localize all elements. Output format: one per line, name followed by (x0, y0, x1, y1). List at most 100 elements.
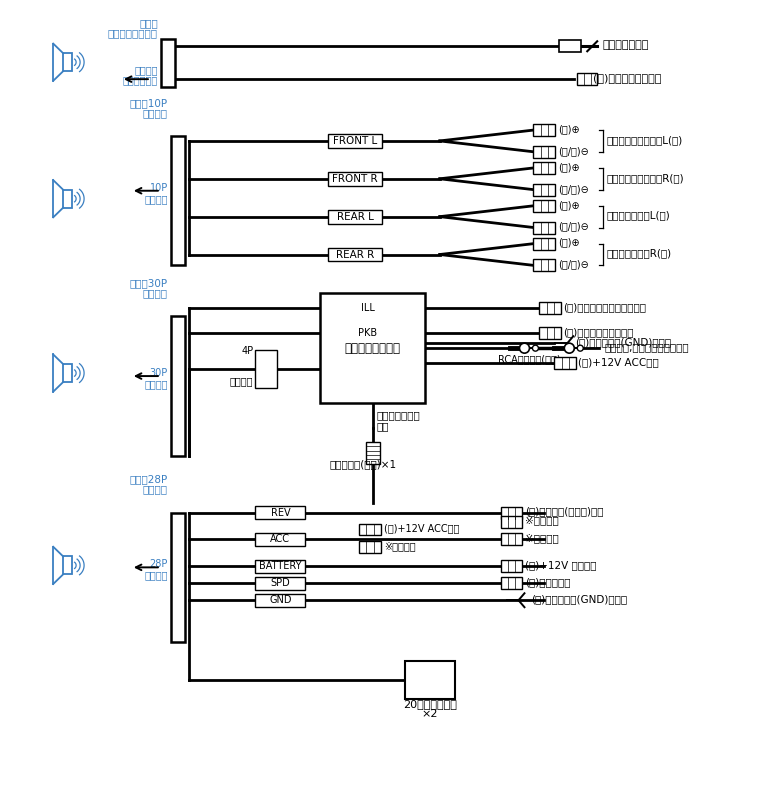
Text: 車両側30P: 車両側30P (130, 278, 168, 288)
Bar (501, 533, 523, 545)
Bar (539, 327, 562, 339)
Text: BATTERY: BATTERY (259, 561, 302, 571)
Text: REAR L: REAR L (337, 212, 373, 221)
Bar (359, 523, 381, 536)
Text: GND: GND (269, 595, 292, 605)
Bar (555, 357, 576, 369)
Circle shape (565, 344, 575, 353)
Bar (63, 556, 72, 574)
Bar (501, 560, 523, 572)
Bar (359, 541, 381, 553)
Bar (161, 39, 174, 87)
Bar (578, 73, 597, 85)
Text: (黒)車両アース(GND)に接続: (黒)車両アース(GND)に接続 (575, 337, 671, 348)
Bar (533, 184, 555, 195)
Text: 10P: 10P (149, 183, 168, 193)
Text: カメラアダプター: カメラアダプター (344, 342, 401, 355)
Text: フロントスピーカーL(左): フロントスピーカーL(左) (607, 135, 683, 145)
Text: リアスピーカーR(右): リアスピーカーR(右) (607, 248, 671, 258)
Text: (赤)+12V ACC電源: (赤)+12V ACC電源 (578, 357, 659, 367)
Bar (328, 172, 383, 186)
Bar (171, 136, 184, 266)
Bar (328, 247, 383, 262)
Text: REAR R: REAR R (336, 250, 374, 259)
Bar (348, 326, 388, 340)
Text: 車両側28P: 車両側28P (130, 474, 168, 485)
Circle shape (578, 345, 583, 351)
Bar (255, 577, 306, 589)
Text: カブラー: カブラー (142, 485, 168, 495)
Text: 4P: 4P (242, 346, 254, 356)
Text: 30P: 30P (149, 368, 168, 378)
Text: ×2: ×2 (421, 709, 438, 719)
Text: 変換カブラー: 変換カブラー (123, 75, 158, 85)
Bar (255, 560, 306, 573)
Bar (255, 350, 277, 388)
Text: (黒)車両アース(GND)に接続: (黒)車両アース(GND)に接続 (531, 594, 628, 604)
Bar (171, 512, 184, 642)
Text: (白/黒)⊖: (白/黒)⊖ (559, 146, 589, 156)
Text: (灰/黒)⊖: (灰/黒)⊖ (559, 184, 589, 194)
Bar (63, 364, 72, 382)
Text: (紫)⊕: (紫)⊕ (559, 237, 580, 247)
Text: フロントスピーカーR(右): フロントスピーカーR(右) (607, 173, 684, 183)
Text: リアスピーカーL(左): リアスピーカーL(左) (607, 210, 670, 221)
Bar (63, 190, 72, 208)
Bar (328, 210, 383, 224)
Text: REV: REV (271, 507, 290, 518)
Text: FRONT L: FRONT L (333, 136, 377, 146)
Text: カブラー: カブラー (142, 108, 168, 118)
Text: 28P: 28P (149, 559, 168, 570)
Text: ※予備端子: ※予備端子 (526, 515, 559, 526)
Text: カブラー: カブラー (142, 288, 168, 299)
Text: RCAケーブル(付属): RCAケーブル(付属) (498, 354, 561, 364)
Text: アンテナプラグ: アンテナプラグ (602, 40, 648, 50)
Text: PKB: PKB (358, 329, 378, 338)
Text: カブラー: カブラー (144, 194, 168, 203)
Text: (白)リバース(バック)信号: (白)リバース(バック)信号 (526, 507, 604, 517)
Bar (255, 594, 306, 607)
Text: ILL: ILL (361, 303, 375, 314)
Bar (533, 146, 555, 158)
Text: (黄)+12V 常時電源: (黄)+12V 常時電源 (526, 560, 597, 571)
Text: 車両側10P: 車両側10P (130, 98, 168, 108)
Bar (405, 661, 455, 699)
Text: (青)車速パルス: (青)車速パルス (526, 578, 571, 587)
Bar (348, 301, 388, 315)
Text: FRONT R: FRONT R (332, 174, 378, 184)
Bar (533, 221, 555, 233)
Text: カブラー: カブラー (144, 379, 168, 389)
Bar (533, 162, 555, 174)
Text: (赤)+12V ACC電源: (赤)+12V ACC電源 (384, 523, 459, 533)
Bar (533, 259, 555, 271)
Text: リバース信号に: リバース信号に (376, 410, 421, 420)
Text: 接続: 接続 (376, 421, 389, 431)
Text: (紫/黒)⊖: (紫/黒)⊖ (559, 259, 589, 269)
Text: 車両側: 車両側 (139, 18, 158, 28)
Text: (緑/黒)⊖: (緑/黒)⊖ (559, 221, 589, 232)
Text: アンテナカブラー: アンテナカブラー (107, 28, 158, 39)
Text: カブラー: カブラー (230, 376, 254, 386)
Bar (328, 134, 383, 148)
Text: (灰)⊕: (灰)⊕ (559, 162, 580, 172)
Text: ※予備端子: ※予備端子 (384, 541, 415, 552)
Text: (緑)⊕: (緑)⊕ (559, 199, 580, 210)
Bar (255, 533, 306, 546)
Bar (533, 237, 555, 250)
Bar (63, 54, 72, 71)
Text: (青)アンテナリモート: (青)アンテナリモート (594, 73, 661, 84)
Text: カブラー: カブラー (144, 571, 168, 580)
Bar (533, 124, 555, 136)
Text: (緑)パーキングブレーキ: (緑)パーキングブレーキ (563, 327, 634, 337)
Text: (橙)イルミネーション用電源: (橙)イルミネーション用電源 (563, 303, 646, 312)
Bar (255, 506, 306, 519)
Text: (白)⊕: (白)⊕ (559, 124, 580, 134)
Bar (501, 578, 523, 589)
Bar (559, 40, 581, 52)
Bar (533, 199, 555, 212)
Bar (501, 515, 523, 527)
Text: SPD: SPD (271, 578, 290, 589)
Text: ※予備端子: ※予備端子 (526, 533, 559, 544)
Bar (501, 507, 523, 519)
Circle shape (520, 344, 530, 353)
